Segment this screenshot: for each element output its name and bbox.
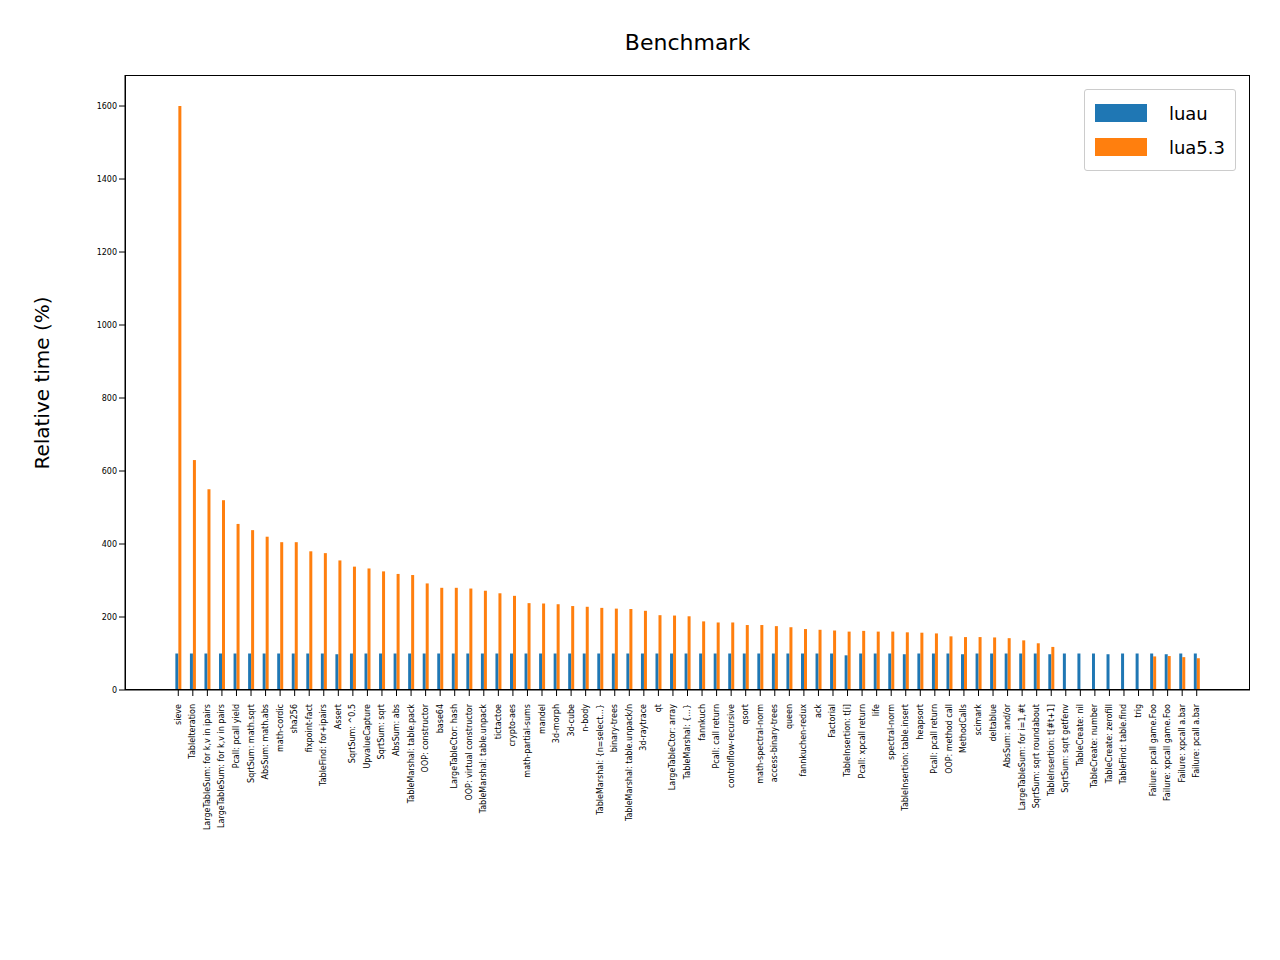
svg-text:TableFind: for+ipairs: TableFind: for+ipairs [319,704,328,787]
svg-text:Failure: xpcall a.bar: Failure: xpcall a.bar [1178,703,1187,782]
svg-text:base64: base64 [436,704,445,733]
svg-text:1200: 1200 [97,248,117,257]
svg-text:OOP: virtual constructor: OOP: virtual constructor [465,703,474,800]
svg-text:life: life [872,704,881,716]
svg-text:1600: 1600 [97,102,117,111]
svg-text:math-spectral-norm: math-spectral-norm [756,704,765,784]
svg-text:Failure: pcall game.Foo: Failure: pcall game.Foo [1149,704,1158,796]
svg-text:sha256: sha256 [290,704,299,733]
svg-text:AbsSum: math.abs: AbsSum: math.abs [261,704,270,780]
svg-text:OOP: constructor: OOP: constructor [421,703,430,772]
svg-text:Pcall: xpcall return: Pcall: xpcall return [858,704,867,778]
svg-text:TableFind: table.find: TableFind: table.find [1119,704,1128,785]
svg-text:deltablue: deltablue [989,704,998,742]
svg-text:3d-morph: 3d-morph [552,704,561,743]
svg-text:spectral-norm: spectral-norm [887,704,896,760]
svg-text:AbsSum: and/or: AbsSum: and/or [1003,703,1012,768]
svg-text:Failure: pcall a.bar: Failure: pcall a.bar [1192,703,1201,777]
svg-text:TableIteration: TableIteration [188,704,197,760]
svg-text:0: 0 [112,686,117,695]
svg-text:TableMarshal: table.pack: TableMarshal: table.pack [407,704,416,805]
svg-text:TableInsertion: t[i]: TableInsertion: t[i] [843,704,852,778]
svg-text:n-body: n-body [581,704,590,732]
svg-text:ack: ack [814,704,823,718]
svg-text:crypto-aes: crypto-aes [508,704,517,747]
svg-text:SqrtSum: sqrt roundabout: SqrtSum: sqrt roundabout [1032,704,1041,808]
svg-text:800: 800 [102,394,117,403]
svg-text:TableCreate: nil: TableCreate: nil [1076,704,1085,767]
svg-text:Assert: Assert [334,704,343,729]
svg-text:controlflow-recursive: controlflow-recursive [727,704,736,788]
svg-text:1400: 1400 [97,175,117,184]
svg-text:Pcall: pcall yield: Pcall: pcall yield [232,704,241,768]
svg-text:AbsSum: abs: AbsSum: abs [392,704,401,756]
html-text:lua5.3: lua5.3 [1168,136,1225,158]
svg-text:600: 600 [102,467,117,476]
svg-text:access-binary-trees: access-binary-trees [770,704,779,782]
svg-text:SqrtSum: sqrt: SqrtSum: sqrt [377,704,386,759]
svg-text:fixpoint-fact: fixpoint-fact [305,704,314,752]
svg-text:heapsort: heapsort [916,704,925,739]
svg-text:LargeTableSum: for k,v in pair: LargeTableSum: for k,v in pairs [217,704,226,828]
svg-text:math-partial-sums: math-partial-sums [523,704,532,778]
svg-text:Pcall: call return: Pcall: call return [712,704,721,769]
svg-text:qt: qt [654,704,663,712]
html-text:Benchmark: Benchmark [624,30,751,55]
html-text:luau: luau [1168,102,1208,124]
svg-text:TableInsertion: t[#t+1]: TableInsertion: t[#t+1] [1047,704,1056,797]
html-text:Relative time (%): Relative time (%) [30,295,54,470]
svg-text:TableMarshal: table.unpack: TableMarshal: table.unpack [479,704,488,815]
svg-text:Failure: xpcall game.Foo: Failure: xpcall game.Foo [1163,704,1172,801]
svg-text:math-cordic: math-cordic [276,704,285,752]
svg-text:200: 200 [102,613,117,622]
svg-text:TableMarshal: table.unpack/n: TableMarshal: table.unpack/n [625,704,634,822]
svg-text:TableMarshal: {n=select...}: TableMarshal: {n=select...} [596,704,605,816]
svg-text:LargeTableCtor: hash: LargeTableCtor: hash [450,704,459,788]
svg-text:TableMarshal: {...}: TableMarshal: {...} [683,704,692,780]
svg-text:mandel: mandel [538,704,547,734]
svg-text:LargeTableCtor: array: LargeTableCtor: array [668,704,677,790]
svg-text:trig: trig [1134,704,1143,718]
svg-text:Pcall: pcall return: Pcall: pcall return [930,704,939,774]
svg-text:queen: queen [785,704,794,729]
svg-text:fannkuch: fannkuch [698,704,707,741]
svg-text:OOP: method call: OOP: method call [945,704,954,774]
svg-text:3d-raytrace: 3d-raytrace [639,704,648,751]
svg-text:qsort: qsort [741,704,750,725]
svg-text:1000: 1000 [97,321,117,330]
svg-text:tictactoe: tictactoe [494,704,503,739]
svg-text:sieve: sieve [174,704,183,725]
svg-text:UpvalueCapture: UpvalueCapture [363,704,372,769]
svg-text:binary-trees: binary-trees [610,704,619,752]
svg-text:SqrtSum: sqrt getfenv: SqrtSum: sqrt getfenv [1061,704,1070,793]
svg-text:fannkuchen-redux: fannkuchen-redux [799,704,808,777]
svg-text:LargeTableSum: for k,v in ipai: LargeTableSum: for k,v in ipairs [203,704,212,830]
svg-text:TableCreate: zerofill: TableCreate: zerofill [1105,704,1114,784]
svg-text:MethodCalls: MethodCalls [959,704,968,753]
svg-text:scimark: scimark [974,704,983,736]
svg-text:400: 400 [102,540,117,549]
svg-text:SqrtSum: ^0.5: SqrtSum: ^0.5 [348,704,357,763]
svg-text:SqrtSum: math.sqrt: SqrtSum: math.sqrt [247,704,256,783]
svg-text:LargeTableSum: for i=1,#t: LargeTableSum: for i=1,#t [1018,704,1027,810]
svg-text:3d-cube: 3d-cube [567,704,576,737]
svg-text:TableCreate: number: TableCreate: number [1090,703,1099,788]
svg-text:Factorial: Factorial [828,704,837,738]
svg-text:TableInsertion: table.insert: TableInsertion: table.insert [901,704,910,812]
